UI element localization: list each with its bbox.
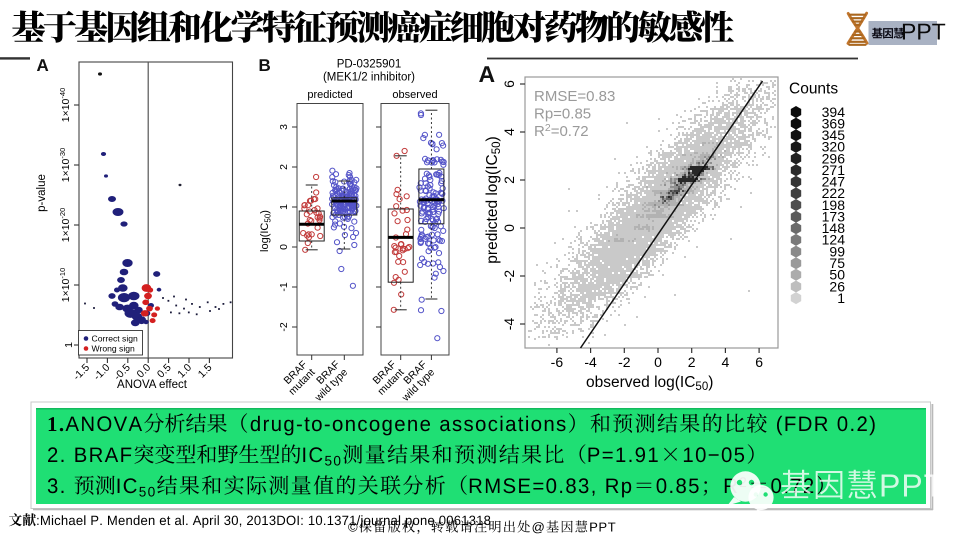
- svg-text:1: 1: [278, 204, 290, 210]
- svg-text:4: 4: [501, 128, 517, 136]
- svg-text:R2=0.72: R2=0.72: [534, 122, 589, 140]
- svg-text:-4: -4: [501, 318, 517, 331]
- svg-text:148: 148: [822, 220, 846, 236]
- svg-text:198: 198: [822, 197, 846, 213]
- svg-text:PD-0325901: PD-0325901: [337, 59, 402, 71]
- svg-text:Counts: Counts: [789, 81, 838, 98]
- svg-text:-4: -4: [584, 354, 597, 370]
- svg-text:p-value: p-value: [36, 174, 48, 212]
- svg-text:99: 99: [829, 243, 845, 259]
- svg-text:ANOVA effect: ANOVA effect: [117, 379, 188, 391]
- svg-text:345: 345: [822, 127, 846, 143]
- svg-text:observed log(IC50): observed log(IC50): [586, 374, 713, 393]
- svg-text:2: 2: [688, 354, 696, 370]
- svg-text:2: 2: [501, 176, 517, 184]
- svg-text:RMSE=0.83: RMSE=0.83: [534, 88, 615, 105]
- svg-text:124: 124: [822, 232, 846, 248]
- svg-text:369: 369: [822, 115, 846, 131]
- svg-text:75: 75: [829, 255, 845, 271]
- svg-text:predicted: predicted: [307, 89, 352, 101]
- svg-text:222: 222: [822, 185, 846, 201]
- svg-text:6: 6: [501, 80, 517, 88]
- svg-text:26: 26: [829, 278, 845, 294]
- svg-text:3: 3: [278, 124, 290, 130]
- svg-text:Rp=0.85: Rp=0.85: [534, 106, 591, 123]
- svg-text:173: 173: [822, 209, 846, 225]
- svg-text:-2: -2: [618, 354, 631, 370]
- svg-text:4: 4: [722, 354, 730, 370]
- svg-text:-2: -2: [278, 322, 290, 331]
- svg-text:296: 296: [822, 150, 846, 166]
- svg-text:Wrong sign: Wrong sign: [92, 344, 136, 354]
- svg-text:394: 394: [822, 104, 846, 120]
- svg-text:320: 320: [822, 139, 846, 155]
- svg-text:1: 1: [837, 290, 845, 306]
- svg-text:247: 247: [822, 174, 846, 190]
- svg-text:-1: -1: [278, 282, 290, 291]
- svg-text:predicted log(IC50): predicted log(IC50): [484, 136, 503, 263]
- svg-text:0: 0: [501, 224, 517, 232]
- svg-text:2: 2: [278, 164, 290, 170]
- svg-text:-2: -2: [501, 270, 517, 283]
- svg-text:0: 0: [654, 354, 662, 370]
- svg-text:Correct sign: Correct sign: [92, 334, 139, 344]
- svg-text:1: 1: [63, 342, 75, 348]
- svg-text:50: 50: [829, 267, 845, 283]
- svg-text:observed: observed: [392, 89, 437, 101]
- svg-text:-6: -6: [551, 354, 564, 370]
- svg-text:0: 0: [278, 244, 290, 250]
- svg-text:271: 271: [822, 162, 846, 178]
- svg-text:(MEK1/2 inhibitor): (MEK1/2 inhibitor): [323, 72, 415, 84]
- svg-text:6: 6: [755, 354, 763, 370]
